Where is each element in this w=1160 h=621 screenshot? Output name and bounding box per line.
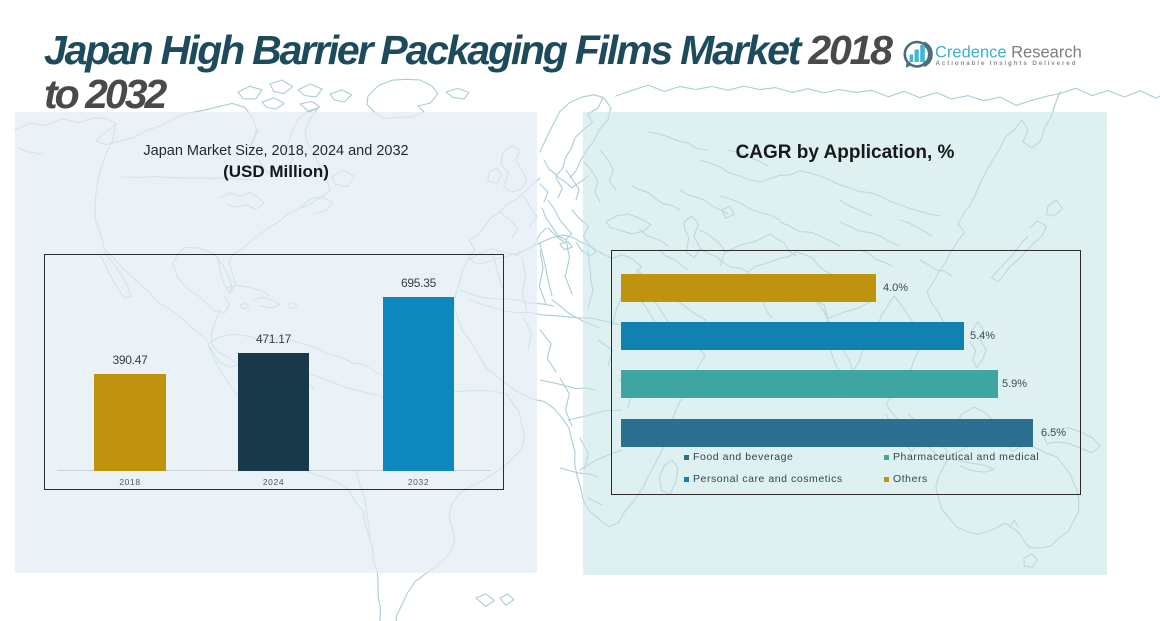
svg-text:Credence Research: Credence Research: [935, 44, 1082, 62]
svg-text:Actionable Insights Delivered: Actionable Insights Delivered: [936, 60, 1078, 67]
